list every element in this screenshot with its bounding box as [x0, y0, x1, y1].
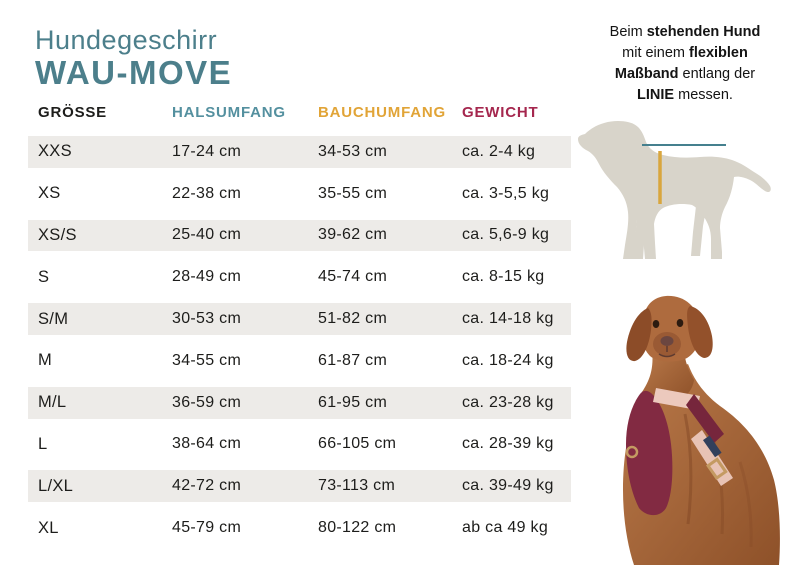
- column-header-bauchumfang: BAUCHUMFANG: [318, 103, 446, 121]
- instruction-line: Maßband entlang der: [614, 66, 756, 83]
- cell-weight: ca. 39-49 kg: [462, 477, 554, 495]
- cell-belly: 51-82 cm: [318, 310, 388, 328]
- cell-weight: ca. 8-15 kg: [462, 268, 545, 286]
- cell-size: S: [38, 267, 50, 286]
- cell-size: M/L: [38, 393, 67, 412]
- cell-size: XXS: [38, 142, 72, 161]
- cell-belly: 45-74 cm: [318, 268, 388, 286]
- cell-belly: 39-62 cm: [318, 226, 388, 244]
- cell-size: XS: [38, 184, 61, 203]
- table-row: L 38-64 cm 66-105 cm ca. 28-39 kg: [28, 424, 571, 466]
- table-row: M 34-55 cm 61-87 cm ca. 18-24 kg: [28, 340, 571, 382]
- cell-belly: 73-113 cm: [318, 477, 396, 495]
- harness-chest-panel: [626, 390, 673, 516]
- cell-belly: 61-87 cm: [318, 351, 388, 369]
- cell-belly: 35-55 cm: [318, 184, 388, 202]
- cell-size: XL: [38, 518, 59, 537]
- instruction-line: LINIE messen.: [637, 87, 733, 104]
- cell-weight: ca. 14-18 kg: [462, 310, 554, 328]
- table-body: XXS 17-24 cm 34-53 cm ca. 2-4 kg XS 22-3…: [28, 131, 571, 549]
- table-row: XXS 17-24 cm 34-53 cm ca. 2-4 kg: [28, 131, 571, 173]
- cell-neck: 30-53 cm: [172, 310, 242, 328]
- cell-belly: 61-95 cm: [318, 393, 388, 411]
- dog-ear-left: [626, 308, 652, 362]
- column-header-groesse: GRÖSSE: [38, 103, 107, 121]
- cell-size: L/XL: [38, 476, 74, 495]
- cell-size: S/M: [38, 309, 69, 328]
- cell-neck: 17-24 cm: [172, 142, 242, 160]
- dog-nose: [660, 336, 674, 346]
- table-row: S 28-49 cm 45-74 cm ca. 8-15 kg: [28, 256, 571, 298]
- cell-neck: 36-59 cm: [172, 393, 242, 411]
- table-row: XS 22-38 cm 35-55 cm ca. 3-5,5 kg: [28, 173, 571, 215]
- cell-belly: 34-53 cm: [318, 142, 388, 160]
- cell-size: M: [38, 351, 53, 370]
- dog-with-harness-image: [623, 295, 780, 565]
- table-row: L/XL 42-72 cm 73-113 cm ca. 39-49 kg: [28, 465, 571, 508]
- cell-neck: 45-79 cm: [172, 519, 242, 537]
- cell-belly: 66-105 cm: [318, 435, 397, 453]
- table-row: S/M 30-53 cm 51-82 cm ca. 14-18 kg: [28, 298, 571, 340]
- measuring-instructions: Beim stehenden Hund mit einem flexiblen …: [578, 22, 792, 106]
- column-header-halsumfang: HALSUMFANG: [172, 103, 286, 121]
- cell-weight: ca. 2-4 kg: [462, 142, 536, 160]
- table-row: XS/S 25-40 cm 39-62 cm ca. 5,6-9 kg: [28, 214, 571, 257]
- cell-weight: ca. 28-39 kg: [462, 435, 554, 453]
- cell-neck: 42-72 cm: [172, 477, 242, 495]
- cell-neck: 22-38 cm: [172, 184, 242, 202]
- instruction-line: mit einem flexiblen: [622, 45, 748, 62]
- harness-buckle: [705, 457, 728, 481]
- cell-neck: 25-40 cm: [172, 226, 242, 244]
- harness-loop: [702, 435, 722, 458]
- cell-belly: 80-122 cm: [318, 519, 397, 537]
- cell-weight: ca. 5,6-9 kg: [462, 226, 550, 244]
- table-row: M/L 36-59 cm 61-95 cm ca. 23-28 kg: [28, 381, 571, 424]
- table-row: XL 45-79 cm 80-122 cm ab ca 49 kg: [28, 507, 571, 549]
- cell-weight: ca. 23-28 kg: [462, 393, 554, 411]
- dog-measurement-diagram: [575, 112, 800, 277]
- dog-ear-right: [687, 306, 713, 358]
- harness-ring: [625, 445, 639, 459]
- dog-eye: [652, 320, 660, 328]
- product-name: WAU-MOVE: [35, 53, 233, 91]
- product-category: Hundegeschirr: [35, 25, 218, 55]
- title-block: Hundegeschirr WAU-MOVE: [35, 25, 233, 91]
- instruction-line: Beim stehenden Hund: [609, 24, 761, 40]
- size-table: GRÖSSE HALSUMFANG BAUCHUMFANG GEWICHT XX…: [28, 100, 571, 549]
- cell-weight: ca. 18-24 kg: [462, 351, 554, 369]
- cell-size: XS/S: [38, 225, 77, 244]
- cell-weight: ca. 3-5,5 kg: [462, 184, 550, 202]
- cell-neck: 38-64 cm: [172, 435, 242, 453]
- table-header-row: GRÖSSE HALSUMFANG BAUCHUMFANG GEWICHT: [28, 100, 571, 124]
- dog-eye: [676, 319, 684, 327]
- dog-silhouette-icon: [578, 121, 771, 259]
- column-header-gewicht: GEWICHT: [462, 103, 539, 121]
- cell-neck: 34-55 cm: [172, 351, 242, 369]
- cell-neck: 28-49 cm: [172, 268, 242, 286]
- cell-weight: ab ca 49 kg: [462, 519, 549, 537]
- cell-size: L: [38, 434, 48, 453]
- dog-photo: [590, 282, 800, 565]
